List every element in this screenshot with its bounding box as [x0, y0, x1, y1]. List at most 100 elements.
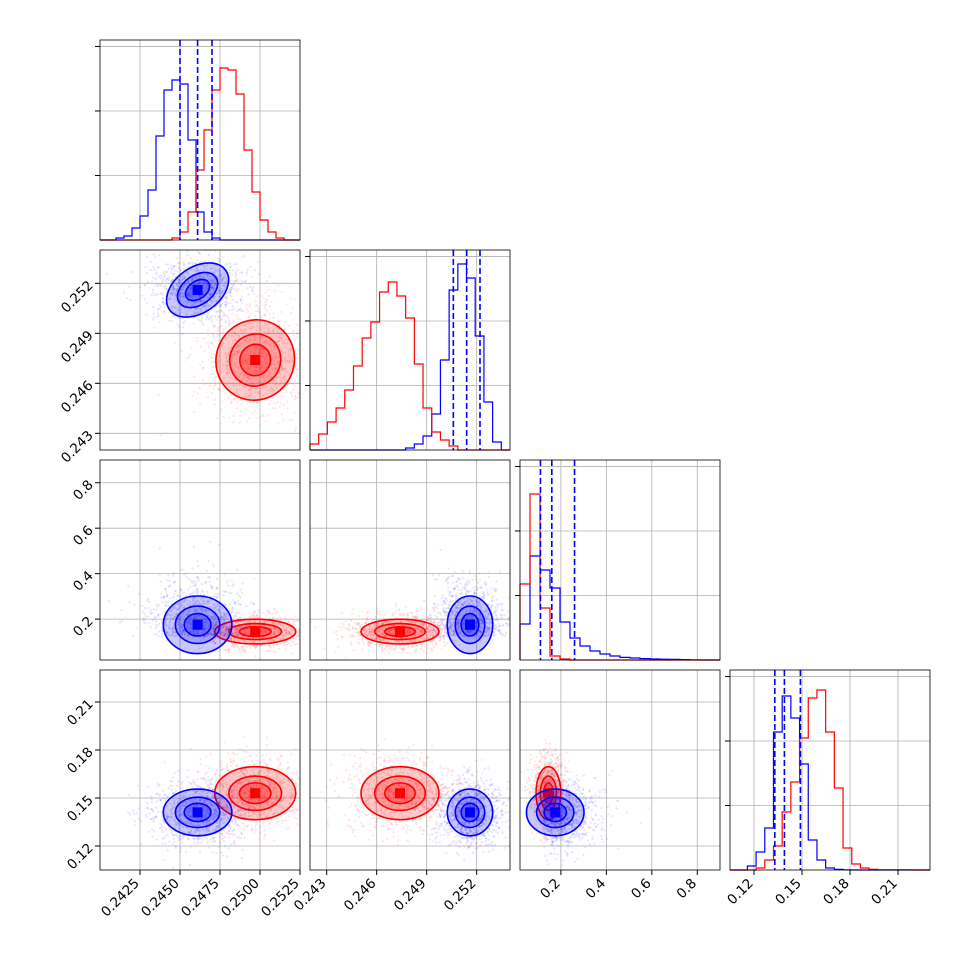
scatter-point: [267, 609, 270, 613]
scatter-point: [250, 412, 253, 415]
scatter-point: [204, 308, 207, 311]
scatter-point: [231, 339, 234, 343]
scatter-point: [369, 645, 372, 648]
scatter-point: [205, 315, 208, 318]
scatter-point: [268, 312, 271, 315]
scatter-point: [415, 649, 418, 652]
scatter-point: [233, 363, 237, 366]
scatter-point: [236, 645, 239, 648]
scatter-point: [272, 645, 275, 648]
scatter-point: [231, 342, 235, 345]
scatter-point: [225, 364, 228, 367]
scatter-point: [105, 272, 108, 276]
scatter-point: [314, 310, 316, 312]
scatter-point: [227, 651, 230, 655]
scatter-point: [264, 291, 268, 294]
scatter-point: [225, 367, 229, 370]
scatter-point: [180, 350, 183, 353]
scatter-point: [176, 602, 179, 606]
scatter-point: [272, 345, 275, 348]
scatter-point: [202, 305, 206, 309]
scatter-point: [206, 311, 209, 314]
scatter-point: [217, 603, 220, 606]
scatter-point: [248, 378, 251, 381]
scatter-point: [211, 627, 214, 630]
scatter-point: [259, 327, 262, 330]
scatter-point: [218, 281, 221, 284]
scatter-point: [163, 596, 166, 599]
scatter-point: [227, 649, 230, 652]
scatter-point: [225, 649, 228, 652]
scatter-point: [274, 352, 277, 355]
scatter-point: [200, 307, 203, 310]
scatter-point: [154, 277, 157, 280]
scatter-point: [362, 641, 365, 644]
scatter-point: [222, 622, 225, 625]
scatter-point: [205, 341, 208, 344]
scatter-point: [220, 620, 223, 624]
scatter-point: [163, 274, 167, 277]
scatter-point: [194, 295, 197, 298]
scatter-point: [274, 383, 277, 386]
scatter-point: [207, 273, 210, 276]
scatter-point: [240, 242, 242, 244]
scatter-point: [223, 633, 226, 636]
scatter-point: [200, 618, 203, 621]
scatter-point: [165, 579, 169, 582]
scatter-point: [221, 302, 224, 305]
scatter-point: [144, 265, 148, 269]
scatter-point: [237, 393, 240, 396]
scatter-point: [205, 281, 208, 285]
scatter-point: [350, 634, 353, 637]
scatter-point: [143, 606, 147, 610]
scatter-point: [195, 312, 198, 315]
scatter-point: [248, 303, 251, 306]
scatter-point: [254, 304, 258, 308]
scatter-point: [186, 599, 189, 602]
scatter-point: [207, 609, 210, 612]
scatter-point: [157, 314, 160, 317]
scatter-point: [260, 352, 263, 355]
scatter-point: [294, 396, 297, 399]
scatter-point: [214, 375, 218, 378]
scatter-point: [239, 328, 243, 331]
scatter-point: [239, 625, 243, 628]
scatter-point: [182, 568, 185, 571]
scatter-point: [248, 339, 251, 342]
scatter-point: [211, 633, 215, 636]
scatter-point: [234, 334, 237, 337]
scatter-point: [254, 655, 257, 658]
scatter-point: [167, 586, 170, 589]
scatter-point: [264, 392, 267, 395]
scatter-point: [245, 625, 248, 628]
scatter-point: [207, 624, 210, 627]
scatter-point: [241, 582, 244, 585]
scatter-point: [228, 262, 232, 265]
scatter-point: [213, 295, 216, 298]
scatter-point: [238, 620, 241, 623]
scatter-point: [188, 630, 192, 634]
scatter-point: [315, 316, 317, 318]
scatter-point: [187, 272, 190, 275]
scatter-point: [288, 631, 291, 635]
scatter-point: [220, 290, 223, 293]
scatter-point: [199, 364, 202, 367]
scatter-point: [239, 298, 242, 301]
scatter-point: [268, 317, 272, 320]
scatter-point: [305, 629, 307, 631]
scatter-point: [175, 289, 178, 292]
scatter-point: [197, 311, 200, 314]
scatter-point: [156, 285, 159, 288]
scatter-point: [224, 321, 227, 324]
scatter-point: [159, 277, 162, 280]
scatter-point: [282, 634, 286, 637]
scatter-point: [255, 365, 258, 368]
scatter-point: [273, 632, 276, 635]
scatter-point: [253, 391, 257, 394]
scatter-point: [157, 614, 160, 618]
scatter-point: [348, 629, 352, 632]
scatter-point: [224, 303, 228, 306]
scatter-point: [261, 335, 264, 338]
scatter-point: [200, 583, 203, 586]
scatter-point: [203, 289, 206, 293]
